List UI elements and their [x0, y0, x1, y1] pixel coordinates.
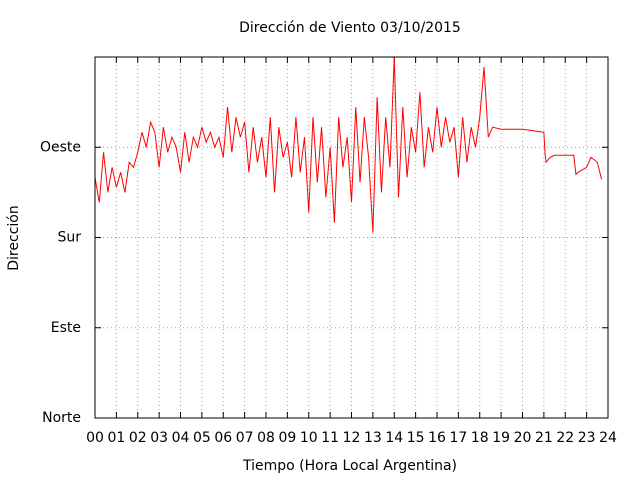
- y-tick-label: Oeste: [40, 139, 81, 155]
- x-tick-label: 03: [150, 430, 168, 446]
- x-axis-label: Tiempo (Hora Local Argentina): [242, 458, 457, 474]
- x-tick-label: 10: [300, 430, 318, 446]
- chart-title: Dirección de Viento 03/10/2015: [239, 20, 461, 36]
- x-tick-label: 20: [514, 430, 532, 446]
- x-tick-label: 17: [449, 430, 467, 446]
- x-tick-label: 05: [193, 430, 211, 446]
- x-tick-label: 24: [599, 430, 617, 446]
- x-tick-label: 04: [172, 430, 190, 446]
- x-tick-label: 02: [129, 430, 147, 446]
- x-tick-label: 23: [578, 430, 596, 446]
- y-tick-label: Este: [51, 320, 81, 336]
- x-tick-label: 15: [407, 430, 425, 446]
- y-tick-label: Norte: [42, 410, 81, 426]
- x-tick-label: 21: [535, 430, 553, 446]
- y-tick-label: Sur: [57, 230, 81, 246]
- x-tick-label: 11: [321, 430, 339, 446]
- data-line: [94, 56, 603, 233]
- x-tick-label: 19: [492, 430, 510, 446]
- x-tick-label: 09: [278, 430, 296, 446]
- x-tick-label: 13: [364, 430, 382, 446]
- x-tick-label: 18: [471, 430, 489, 446]
- x-tick-label: 14: [385, 430, 403, 446]
- x-tick-label: 12: [343, 430, 361, 446]
- x-tick-label: 16: [428, 430, 446, 446]
- plot-border: [94, 56, 609, 419]
- x-tick-label: 06: [214, 430, 232, 446]
- x-tick-label: 22: [556, 430, 574, 446]
- x-tick-label: 00: [86, 430, 104, 446]
- x-tick-label: 08: [257, 430, 275, 446]
- x-tick-label: 07: [236, 430, 254, 446]
- x-tick-label: 01: [107, 430, 125, 446]
- y-axis-label: Dirección: [6, 205, 22, 270]
